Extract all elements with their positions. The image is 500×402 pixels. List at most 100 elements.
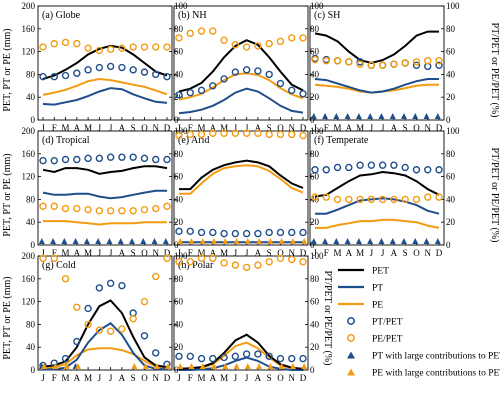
right-tick-label: 60 (310, 297, 320, 307)
pe-pet-point (220, 129, 228, 137)
series-pe-line (42, 77, 168, 96)
pt-large-contribution-marker (106, 238, 113, 244)
pe-pet-point (311, 55, 319, 64)
pe-large-contribution-marker (233, 238, 240, 244)
x-tick-label: N (152, 123, 159, 133)
x-tick-label: O (413, 123, 420, 133)
pt-pet-point (288, 354, 296, 363)
left-tick-label: 80 (26, 319, 36, 329)
pt-large-contribution-marker (38, 238, 45, 244)
pt-pet-point (367, 161, 376, 169)
left-tick-label: 160 (22, 24, 36, 34)
pe-large-contribution-marker (63, 363, 70, 369)
x-tick-label: M (198, 373, 206, 383)
pe-pet-point (152, 204, 160, 213)
pe-pet-point (73, 204, 81, 213)
x-tick-label: J (313, 248, 317, 258)
x-tick-label: J (98, 123, 102, 133)
pt-large-contribution-marker (83, 238, 90, 244)
pe-pet-point (39, 43, 47, 51)
pe-large-contribution-marker (256, 238, 263, 244)
plot-frame (37, 255, 173, 371)
x-tick-label: M (220, 248, 228, 258)
x-tick-label: A (391, 248, 398, 258)
x-tick-label: J (41, 373, 45, 383)
series-pet-line (314, 30, 439, 65)
pe-large-contribution-marker (188, 238, 195, 244)
pt-pet-point (84, 304, 92, 313)
pt-pet-point (50, 72, 58, 81)
pt-pet-point (231, 229, 240, 238)
pe-large-contribution-marker (301, 238, 308, 244)
x-tick-label: A (210, 123, 217, 133)
x-tick-label: D (164, 123, 171, 133)
x-tick-label: O (141, 373, 148, 383)
series-pt-line (42, 189, 167, 200)
pe-large-contribution-marker (41, 363, 48, 369)
pt-large-contribution-marker (128, 238, 135, 244)
legend-circle-swatch (347, 334, 355, 342)
pe-pet-point (401, 59, 409, 67)
pe-pet-point (242, 263, 251, 272)
x-tick-label: M (84, 248, 92, 258)
legend-label: PT/PET (372, 318, 403, 328)
right-tick-label: 20 (174, 342, 184, 352)
pe-large-contribution-marker (75, 363, 82, 369)
pe-large-contribution-marker (289, 238, 296, 244)
pt-large-contribution-marker (50, 238, 57, 244)
x-tick-label: N (288, 373, 295, 383)
x-tick-label: J (177, 373, 181, 383)
pt-pet-point (288, 228, 296, 237)
pt-large-contribution-marker (151, 238, 158, 244)
pe-pet-point (84, 320, 92, 329)
x-tick-label: J (41, 123, 45, 133)
pe-pet-point (50, 39, 58, 48)
right-tick-label: 80 (174, 274, 184, 284)
pe-pet-point (73, 39, 81, 48)
pe-pet-point (401, 195, 409, 204)
x-tick-label: A (346, 123, 353, 133)
pe-pet-point (265, 258, 273, 266)
right-tick-label: 60 (310, 172, 320, 182)
pt-large-contribution-marker (162, 238, 169, 244)
panel-title: (b) NH (178, 10, 207, 21)
x-tick-label: N (424, 123, 431, 133)
pt-pet-point (220, 75, 228, 83)
pe-pet-point (322, 193, 330, 201)
pe-pet-point (118, 325, 126, 333)
left-axis-label-mid: PET, PT or PE (mm) (2, 153, 13, 236)
x-tick-label: S (403, 123, 408, 133)
pe-pet-point (276, 37, 285, 46)
pt-large-contribution-marker (310, 238, 317, 244)
x-tick-label: A (119, 123, 126, 133)
pe-pet-point (152, 272, 160, 281)
pe-pet-point (220, 36, 228, 44)
x-tick-label: M (356, 248, 364, 258)
pt-large-contribution-marker (117, 238, 124, 244)
pt-pet-point (254, 67, 262, 75)
pe-pet-point (288, 255, 296, 264)
pt-pet-point (390, 161, 398, 169)
x-tick-label: J (370, 123, 374, 133)
pe-pet-point (186, 130, 194, 139)
pt-pet-point (209, 354, 217, 363)
right-tick-label: 40 (310, 69, 320, 79)
pt-large-contribution-marker (389, 113, 396, 119)
x-tick-label: M (62, 123, 70, 133)
pt-large-contribution-marker (333, 238, 340, 244)
legend-label: PT with large contributions to PET (372, 352, 500, 362)
legend: PET PT PE PT/PET PE/PET PT with large contrib… (338, 267, 500, 379)
series-pe-line (179, 164, 304, 195)
right-tick-label: 60 (446, 47, 456, 57)
pe-pet-point (186, 258, 194, 266)
pt-pet-point (209, 82, 217, 90)
pe-pet-point (254, 42, 262, 50)
pt-pet-point (84, 66, 92, 74)
pt-large-contribution-marker (344, 238, 351, 244)
x-tick-label: J (234, 123, 238, 133)
pt-pet-point (129, 153, 137, 161)
pe-pet-point (220, 259, 228, 267)
